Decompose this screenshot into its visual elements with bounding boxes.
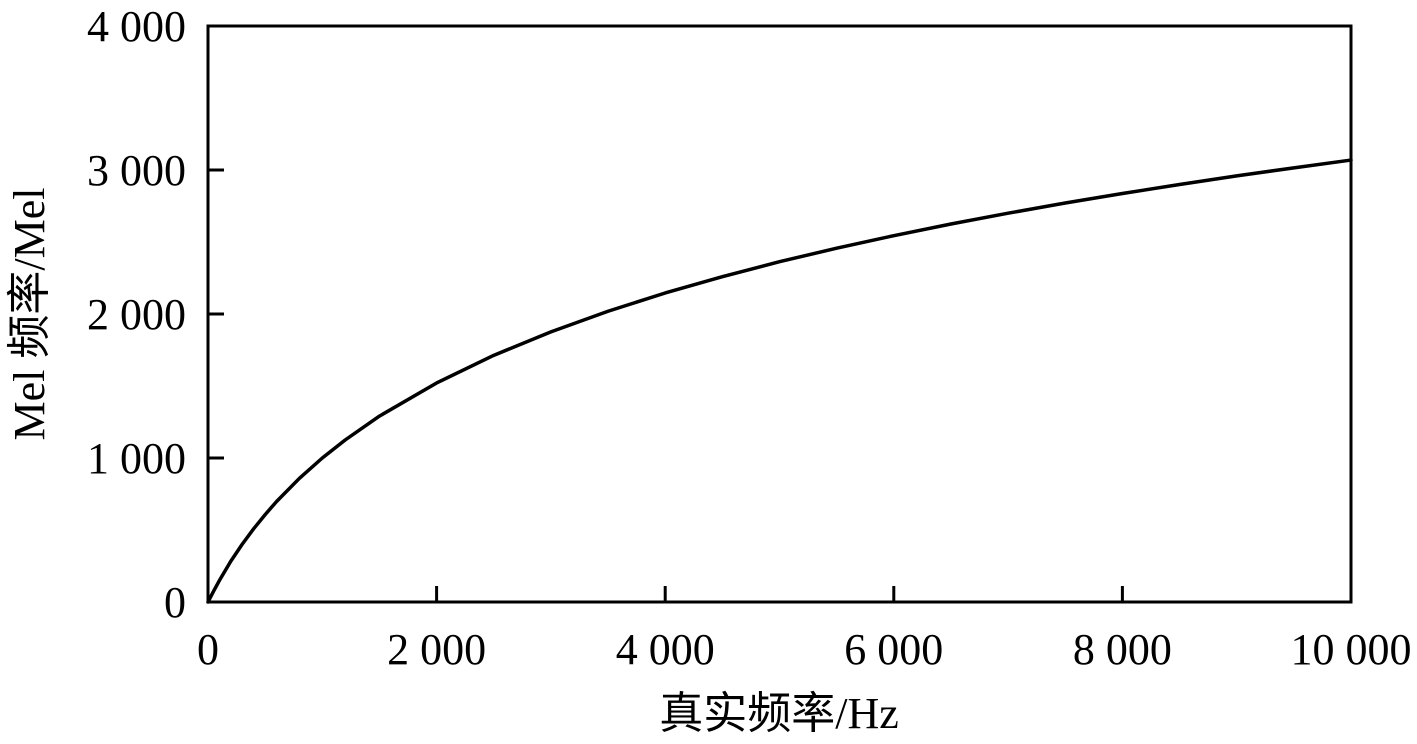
x-tick-label: 2 000 <box>387 625 486 674</box>
y-axis-tick-labels: 0 1 000 2 000 3 000 4 000 <box>87 2 186 627</box>
x-axis-title: 真实频率/Hz <box>659 689 899 738</box>
x-tick-label: 0 <box>197 625 219 674</box>
x-tick-label: 10 000 <box>1291 625 1412 674</box>
series-line <box>206 158 1353 604</box>
y-tick-label: 4 000 <box>87 2 186 51</box>
y-tick-label: 0 <box>164 578 186 627</box>
x-axis-tick-labels: 0 2 000 4 000 6 000 8 000 10 000 <box>197 625 1412 674</box>
y-tick-label: 3 000 <box>87 146 186 195</box>
plot-area-frame <box>206 24 1353 604</box>
x-tick-label: 6 000 <box>844 625 943 674</box>
x-axis-ticks <box>435 586 1124 602</box>
x-tick-label: 8 000 <box>1073 625 1172 674</box>
x-tick-label: 4 000 <box>616 625 715 674</box>
y-axis-ticks <box>208 168 224 460</box>
y-tick-label: 2 000 <box>87 290 186 339</box>
series-layer <box>206 158 1353 604</box>
y-axis-title: Mel 频率/Mel <box>5 188 54 441</box>
y-tick-label: 1 000 <box>87 434 186 483</box>
